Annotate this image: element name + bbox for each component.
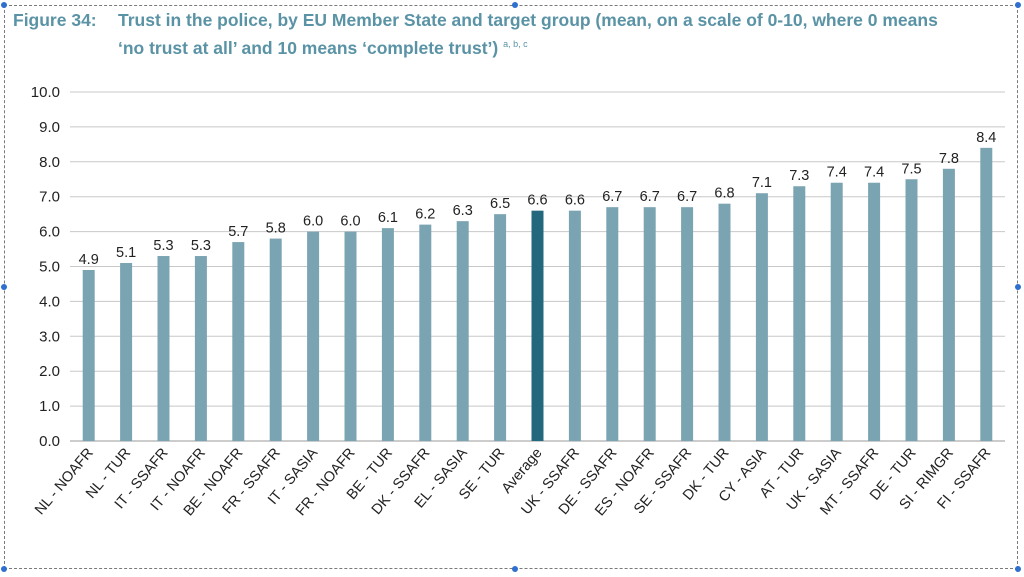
bar [755,193,768,441]
bar [868,182,881,442]
resize-handle-middle-right[interactable] [1015,284,1021,290]
data-label: 6.2 [415,207,435,223]
data-label: 6.8 [714,186,734,202]
title-footnote-marks: a, b, c [503,39,528,49]
title-line-2: ‘no trust at all’ and 10 means ‘complete… [118,37,499,58]
data-label: 6.1 [378,210,398,226]
x-tick-label: NL - NOAFR [32,445,97,518]
data-label: 5.8 [266,221,286,237]
y-tick-label: 4.0 [39,293,60,310]
chart-title: Figure 34: Trust in the police, by EU Mem… [13,8,1013,60]
data-label: 7.8 [939,151,959,167]
bar [120,263,133,441]
y-tick-label: 9.0 [39,119,60,136]
y-tick-label: 8.0 [39,154,60,171]
resize-handle-top-right[interactable] [1015,2,1021,8]
bar [157,256,170,441]
data-label: 6.0 [303,214,323,230]
y-tick-label: 0.0 [39,433,60,450]
bar [830,182,843,442]
y-tick-label: 5.0 [39,259,60,276]
y-tick-label: 7.0 [39,189,60,206]
bar [307,231,320,441]
bar [494,214,507,441]
data-label: 5.3 [191,238,211,254]
bar [194,256,207,441]
bar [344,231,357,441]
data-label: 6.6 [527,193,547,209]
bar [905,179,918,441]
data-label: 6.7 [602,189,622,205]
data-label: 6.5 [490,196,510,212]
data-label: 6.7 [640,189,660,205]
bar [269,238,282,441]
y-tick-label: 3.0 [39,328,60,345]
data-label: 5.7 [228,224,248,240]
data-label: 5.3 [153,238,173,254]
title-line-1: Trust in the police, by EU Member State … [118,10,938,30]
data-label: 7.4 [827,165,847,181]
y-tick-label: 6.0 [39,224,60,241]
bar [232,242,245,441]
data-label: 5.1 [116,245,136,261]
data-label: 7.5 [901,161,921,177]
bar [942,168,955,441]
resize-handle-bottom-right[interactable] [1015,566,1021,572]
bar [419,224,432,441]
resize-handle-bottom-center[interactable] [512,566,518,572]
data-label: 6.7 [677,189,697,205]
bar-average [531,210,544,441]
resize-handle-top-center[interactable] [512,2,518,8]
bar [568,210,581,441]
data-label: 8.4 [976,130,996,146]
data-label: 7.3 [789,168,809,184]
figure-number: Figure 34: [13,10,97,30]
resize-handle-top-left[interactable] [1,2,7,8]
data-label: 7.4 [864,165,884,181]
y-tick-label: 1.0 [39,398,60,415]
data-label: 7.1 [752,175,772,191]
bar [643,207,656,441]
resize-handle-bottom-left[interactable] [1,566,7,572]
bar [681,207,694,441]
data-label: 6.6 [565,193,585,209]
bar [82,269,95,441]
bar [718,203,731,441]
resize-handle-middle-left[interactable] [1,284,7,290]
data-label: 6.0 [340,214,360,230]
y-tick-label: 10.0 [31,84,60,101]
bar [980,147,993,441]
data-label: 4.9 [79,252,99,268]
bar [381,228,394,441]
bar [606,207,619,441]
title-line-2-wrap: ‘no trust at all’ and 10 means ‘complete… [13,32,1013,60]
y-tick-label: 2.0 [39,363,60,380]
data-label: 6.3 [453,203,473,219]
bar [793,186,806,441]
bar [456,221,469,441]
